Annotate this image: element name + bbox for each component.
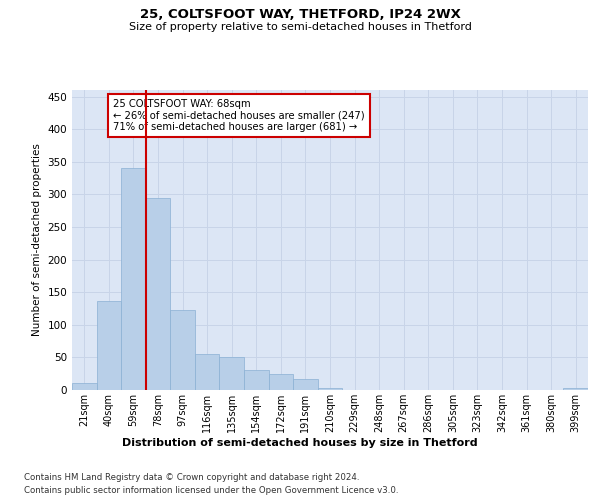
Bar bbox=[170, 310, 195, 390]
Bar bbox=[293, 379, 318, 390]
Bar bbox=[269, 374, 293, 390]
Text: Size of property relative to semi-detached houses in Thetford: Size of property relative to semi-detach… bbox=[128, 22, 472, 32]
Text: 25 COLTSFOOT WAY: 68sqm
← 26% of semi-detached houses are smaller (247)
71% of s: 25 COLTSFOOT WAY: 68sqm ← 26% of semi-de… bbox=[113, 99, 365, 132]
Y-axis label: Number of semi-detached properties: Number of semi-detached properties bbox=[32, 144, 42, 336]
Text: Distribution of semi-detached houses by size in Thetford: Distribution of semi-detached houses by … bbox=[122, 438, 478, 448]
Bar bbox=[318, 388, 342, 390]
Bar bbox=[121, 168, 146, 390]
Bar bbox=[220, 358, 244, 390]
Bar bbox=[244, 370, 269, 390]
Text: Contains public sector information licensed under the Open Government Licence v3: Contains public sector information licen… bbox=[24, 486, 398, 495]
Bar bbox=[72, 384, 97, 390]
Bar bbox=[195, 354, 220, 390]
Bar bbox=[563, 388, 588, 390]
Text: 25, COLTSFOOT WAY, THETFORD, IP24 2WX: 25, COLTSFOOT WAY, THETFORD, IP24 2WX bbox=[140, 8, 460, 20]
Bar bbox=[146, 198, 170, 390]
Bar bbox=[97, 300, 121, 390]
Text: Contains HM Land Registry data © Crown copyright and database right 2024.: Contains HM Land Registry data © Crown c… bbox=[24, 472, 359, 482]
